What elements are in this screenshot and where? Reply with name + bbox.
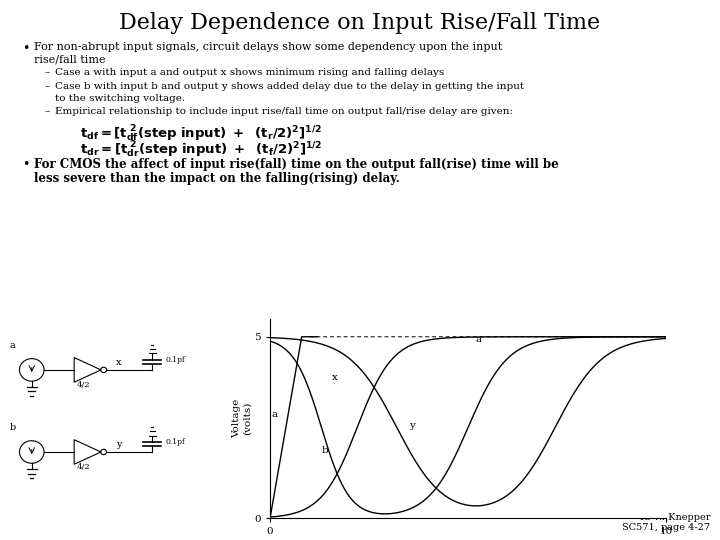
Polygon shape: [74, 440, 101, 464]
Text: a: a: [272, 410, 278, 418]
Text: a: a: [476, 335, 482, 344]
Text: Case a with input a and output x shows minimum rising and falling delays: Case a with input a and output x shows m…: [55, 68, 444, 77]
Text: Empirical relationship to include input rise/fall time on output fall/rise delay: Empirical relationship to include input …: [55, 107, 513, 116]
Text: y: y: [409, 421, 415, 430]
Text: b: b: [9, 423, 16, 432]
Y-axis label: Voltage
(volts): Voltage (volts): [232, 399, 251, 438]
Text: 4/2: 4/2: [76, 381, 90, 389]
Text: For non-abrupt input signals, circuit delays show some dependency upon the input: For non-abrupt input signals, circuit de…: [34, 42, 503, 52]
Text: –: –: [45, 68, 50, 77]
Text: less severe than the impact on the falling(rising) delay.: less severe than the impact on the falli…: [34, 172, 400, 185]
Text: $\mathbf{t_{dr} = [t_{dr}^{\ 2}(step\ input)\ +\ \ (t_f/2)^2]^{1/2}}$: $\mathbf{t_{dr} = [t_{dr}^{\ 2}(step\ in…: [80, 140, 323, 160]
Text: Case b with input b and output y shows added delay due to the delay in getting t: Case b with input b and output y shows a…: [55, 82, 524, 91]
Text: y: y: [116, 440, 122, 449]
Text: R. W. Knepper: R. W. Knepper: [639, 513, 710, 522]
Text: $\mathbf{t_{df} = [t_{df}^{\ 2}(step\ input)\ +\ \ (t_r/2)^2]^{1/2}}$: $\mathbf{t_{df} = [t_{df}^{\ 2}(step\ in…: [80, 124, 322, 144]
Text: 4/2: 4/2: [76, 463, 90, 471]
Text: For CMOS the affect of input rise(fall) time on the output fall(rise) time will : For CMOS the affect of input rise(fall) …: [34, 158, 559, 171]
Text: SC571, page 4-27: SC571, page 4-27: [622, 523, 710, 532]
Text: –: –: [45, 82, 50, 91]
Text: to the switching voltage.: to the switching voltage.: [55, 94, 185, 103]
Polygon shape: [74, 357, 101, 382]
Text: b: b: [322, 446, 328, 455]
Text: x: x: [116, 358, 122, 367]
Text: •: •: [22, 158, 30, 171]
Text: –: –: [45, 107, 50, 116]
Text: 0.1pf: 0.1pf: [166, 356, 186, 364]
Text: x: x: [331, 373, 337, 382]
Text: rise/fall time: rise/fall time: [34, 54, 106, 64]
Text: •: •: [22, 42, 30, 55]
Text: a: a: [9, 341, 15, 350]
Text: 0.1pf: 0.1pf: [166, 438, 186, 446]
Text: Delay Dependence on Input Rise/Fall Time: Delay Dependence on Input Rise/Fall Time: [120, 12, 600, 34]
